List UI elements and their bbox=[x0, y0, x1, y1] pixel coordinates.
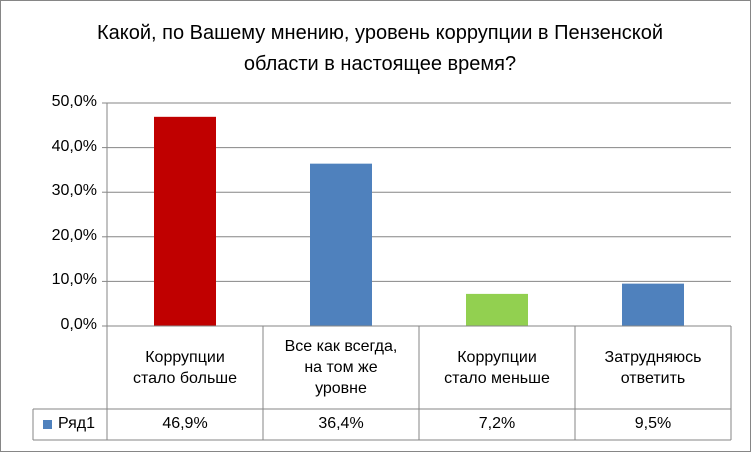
y-tick-label: 0,0% bbox=[60, 316, 97, 333]
category-label: Коррупции стало больше bbox=[107, 326, 263, 409]
y-tick-label: 20,0% bbox=[51, 226, 97, 244]
bar bbox=[466, 293, 528, 326]
category-label-line: Коррупции bbox=[145, 348, 225, 366]
legend-swatch bbox=[43, 419, 52, 429]
chart-title: Какой, по Вашему мнению, уровень коррупц… bbox=[96, 22, 664, 75]
category-label-line: Все как всегда, bbox=[284, 338, 398, 355]
y-tick-label: 30,0% bbox=[51, 182, 97, 200]
category-label-line: уровне bbox=[315, 380, 367, 397]
category-label-line: на том же bbox=[304, 359, 378, 376]
category-label-line: стало меньше bbox=[444, 369, 550, 387]
category-label: Коррупции стало меньше bbox=[419, 326, 575, 409]
bar bbox=[622, 283, 684, 326]
y-tick-label: 50,0% bbox=[51, 93, 97, 110]
category-label-line: стало больше bbox=[132, 369, 238, 387]
category-label-line: ответить bbox=[620, 369, 686, 387]
data-table-value: 36,4% bbox=[318, 415, 364, 432]
category-label-line: Коррупции bbox=[457, 348, 537, 366]
category-label-line: Затрудняюсь bbox=[604, 348, 702, 366]
bar bbox=[154, 116, 216, 327]
data-table-value: 46,9% bbox=[162, 415, 208, 432]
category-label: Все как всегда, на том же уровне bbox=[263, 326, 419, 409]
category-label: Затрудняюсь ответить bbox=[575, 326, 731, 409]
bar bbox=[310, 163, 372, 326]
y-tick-label: 10,0% bbox=[51, 271, 97, 289]
legend-entry: Ряд1 bbox=[43, 415, 95, 433]
data-table-value: 7,2% bbox=[478, 415, 516, 432]
legend-label: Ряд1 bbox=[58, 415, 96, 432]
y-tick-label: 40,0% bbox=[51, 137, 97, 155]
data-table-value: 9,5% bbox=[634, 415, 672, 432]
